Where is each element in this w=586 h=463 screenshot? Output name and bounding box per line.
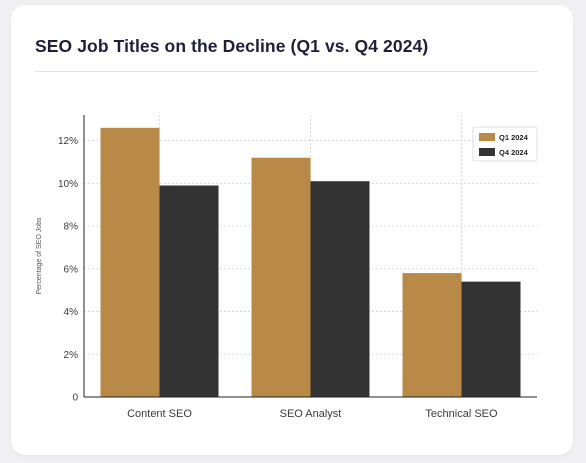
legend-swatch [479,148,495,156]
legend-label: Q1 2024 [499,133,529,142]
bar [310,181,370,397]
y-tick-label: 2% [64,350,79,361]
bar [251,157,311,397]
bar [461,281,521,397]
y-tick-label: 4% [64,307,79,318]
y-tick-label: 12% [58,136,78,147]
x-tick-label: Content SEO [127,408,192,420]
y-tick-label: 6% [64,264,79,275]
legend: Q1 2024 Q4 2024 [472,126,538,162]
bar [402,273,462,397]
y-tick-label: 10% [58,179,78,190]
title-divider [35,71,538,72]
chart-title: SEO Job Titles on the Decline (Q1 vs. Q4… [35,36,429,56]
y-axis-title: Percentage of SEO Jobs [36,217,43,295]
legend-swatch [479,133,495,141]
y-tick-label: 0 [72,393,78,404]
bar [100,127,160,398]
y-tick-label: 8% [64,222,79,233]
x-tick-label: Technical SEO [425,408,498,420]
x-tick-label: SEO Analyst [280,408,342,420]
bar [159,185,219,397]
legend-label: Q4 2024 [499,148,529,157]
